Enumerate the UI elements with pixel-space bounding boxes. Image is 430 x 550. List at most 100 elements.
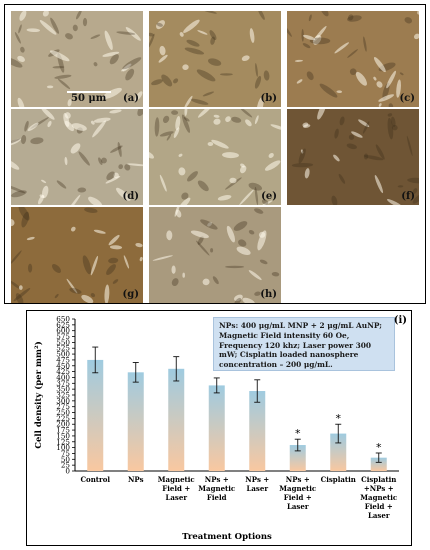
cell-shape <box>102 87 122 99</box>
category-label: Cisplatin <box>361 475 396 484</box>
cell-shape <box>18 207 30 221</box>
bar-7 <box>370 457 387 471</box>
y-tick-label: 325 <box>56 391 70 400</box>
cell-shape <box>93 117 111 123</box>
cell-shape <box>125 27 141 41</box>
cell-shape <box>102 51 120 57</box>
y-axis-label: Cell density (per mm²) <box>33 341 44 449</box>
cell-shape <box>123 255 130 269</box>
bar-2 <box>168 368 185 471</box>
cell-shape <box>301 29 304 42</box>
cell-shape <box>197 236 204 245</box>
micrograph-label: (e) <box>261 191 277 202</box>
cell-shape <box>179 32 184 37</box>
cell-shape <box>27 122 39 132</box>
cell-shape <box>302 34 316 41</box>
cell-shape <box>240 163 245 168</box>
cell-shape <box>92 120 107 138</box>
cell-shape <box>302 122 309 127</box>
cell-shape <box>11 190 27 198</box>
y-tick-label: 250 <box>56 408 70 417</box>
category-label: Field <box>207 493 227 502</box>
micrograph-label: (h) <box>260 289 277 300</box>
bar-4 <box>249 391 266 471</box>
cell-texture <box>149 109 281 205</box>
cell-shape <box>184 109 188 116</box>
micrograph-g: (g) <box>11 207 143 303</box>
cell-shape <box>15 293 24 303</box>
bar-3 <box>208 385 225 471</box>
y-tick-label: 575 <box>56 332 70 341</box>
cell-shape <box>122 57 142 70</box>
micrograph-panel: (a) 50 μm (b) (c) (d) (e) (f) (g) (h) <box>4 4 426 304</box>
y-tick-label: 425 <box>56 367 70 376</box>
micrograph-c: (c) <box>287 11 419 107</box>
bar-5 <box>289 445 306 471</box>
y-tick-label: 150 <box>56 431 70 440</box>
cell-shape <box>182 272 186 278</box>
cell-shape <box>217 195 232 201</box>
cell-shape <box>84 207 98 213</box>
cell-shape <box>239 165 247 174</box>
cell-shape <box>358 119 370 128</box>
category-label: Laser <box>246 484 268 493</box>
y-tick-label: 75 <box>61 449 71 458</box>
cell-shape <box>317 109 327 120</box>
cell-shape <box>261 199 269 205</box>
cell-shape <box>259 259 268 265</box>
micrograph-e: (e) <box>149 109 281 205</box>
y-tick-label: 50 <box>61 455 71 464</box>
cell-shape <box>399 72 404 76</box>
cell-shape <box>72 24 78 32</box>
cell-shape <box>231 116 242 123</box>
cell-shape <box>207 222 213 227</box>
category-label: Control <box>80 475 110 484</box>
y-tick-label: 650 <box>56 315 70 324</box>
cell-shape <box>348 134 355 140</box>
cell-shape <box>41 109 55 120</box>
cell-shape <box>159 131 174 137</box>
cell-shape <box>54 293 59 299</box>
cell-shape <box>14 32 21 44</box>
micrograph-label: (a) <box>123 93 139 104</box>
cell-shape <box>248 182 263 191</box>
significance-marker: * <box>376 441 382 454</box>
cell-shape <box>26 28 40 33</box>
cell-shape <box>334 128 339 139</box>
cell-shape <box>211 139 229 149</box>
y-tick-label: 0 <box>65 467 70 476</box>
y-tick-label: 275 <box>56 402 70 411</box>
cell-shape <box>50 17 60 34</box>
cell-shape <box>412 194 419 204</box>
scale-bar-label: 50 μm <box>71 93 107 104</box>
cell-shape <box>70 143 81 154</box>
cell-shape <box>134 91 143 101</box>
cell-shape <box>239 189 254 205</box>
cell-shape <box>41 185 49 199</box>
cell-shape <box>234 297 242 303</box>
cell-shape <box>125 68 135 81</box>
y-tick-label: 525 <box>56 344 70 353</box>
cell-shape <box>109 109 122 114</box>
cell-shape <box>184 47 205 55</box>
cell-shape <box>413 33 419 40</box>
cell-shape <box>64 156 68 166</box>
micrograph-label: (d) <box>122 191 139 202</box>
cell-shape <box>151 79 163 86</box>
cell-shape <box>190 230 209 239</box>
cell-shape <box>363 153 369 160</box>
cell-shape <box>225 177 242 190</box>
category-label: Laser <box>368 511 390 520</box>
cell-shape <box>241 55 250 62</box>
cell-shape <box>319 83 338 98</box>
cell-shape <box>388 103 394 107</box>
cell-shape <box>202 11 217 14</box>
cell-shape <box>116 31 136 35</box>
micrograph-f: (f) <box>287 109 419 205</box>
cell-shape <box>65 33 73 40</box>
cell-shape <box>11 159 20 170</box>
cell-shape <box>42 11 49 17</box>
cell-shape <box>334 42 350 54</box>
cell-shape <box>336 90 343 94</box>
y-tick-label: 300 <box>56 396 70 405</box>
